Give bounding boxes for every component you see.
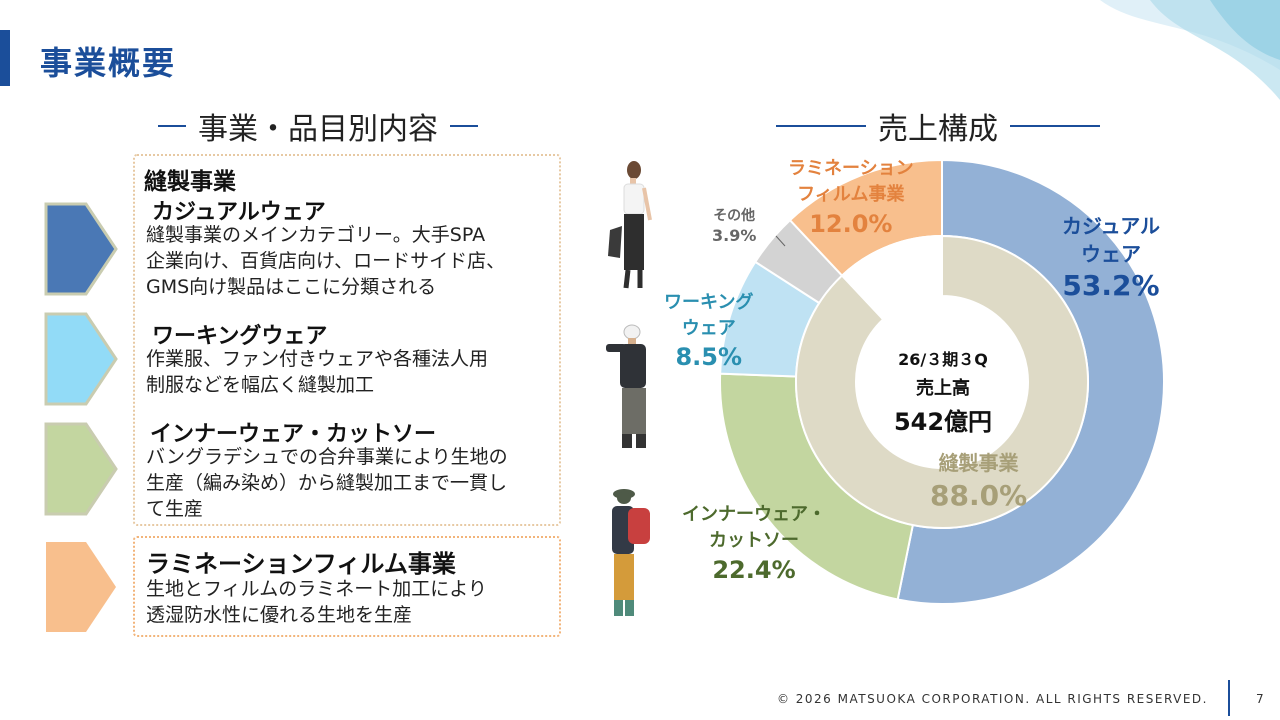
description-line: 企業向け、百貨店向け、ロードサイド店、 (146, 250, 506, 272)
series-label: ラミネーション フィルム事業 (788, 158, 914, 205)
series-value: 53.2% (1062, 269, 1160, 302)
period-label: 26/３期３Q (898, 350, 988, 369)
sales-label: 売上高 (916, 378, 970, 399)
series-label: その他 (713, 208, 756, 224)
sales-composition-donut-chart (719, 158, 1165, 605)
inner-slice-0 (795, 234, 1089, 529)
casual-wear-title: カジュアルウェア (152, 200, 326, 225)
casual-wear-description: 縫製事業のメインカテゴリー。大手SPA 企業向け、百貨店向け、ロードサイド店、 … (146, 222, 505, 300)
data-label-sewing: 縫製事業 88.0% (930, 448, 1027, 514)
description-line: 作業服、ファン付きウェアや各種法人用 (146, 348, 489, 370)
description-line: 生産（編み染め）から縫製加工まで一貫し (146, 472, 508, 494)
section-heading-business: 事業・品目別内容 (158, 104, 478, 148)
description-line: GMS向け製品はここに分類される (146, 276, 437, 298)
section-heading-sales: 売上構成 (776, 104, 1100, 148)
working-wear-person-illustration (606, 324, 646, 448)
innerwear-description: バングラデシュでの合弁事業により生地の 生産（編み染め）から縫製加工まで一貫し … (146, 444, 508, 522)
series-value: 3.9% (712, 226, 757, 245)
casual-wear-arrow-icon (44, 202, 118, 296)
description-line: バングラデシュでの合弁事業により生地の (146, 446, 508, 468)
description-line: 制服などを幅広く縫製加工 (146, 374, 375, 396)
series-label: ワーキング ウェア (664, 292, 754, 339)
footer-divider (1228, 680, 1230, 716)
series-value: 88.0% (930, 479, 1028, 512)
series-value: 12.0% (809, 210, 893, 238)
heading-rule (1010, 125, 1100, 127)
data-label-lamination: ラミネーション フィルム事業 12.0% (788, 156, 914, 240)
innerwear-title: インナーウェア・カットソー (150, 422, 437, 447)
data-label-innerwear: インナーウェア・ カットソー 22.4% (682, 502, 826, 586)
data-label-other: その他 3.9% (712, 206, 756, 246)
working-wear-arrow-icon (44, 312, 118, 406)
innerwear-arrow-icon (44, 422, 118, 516)
series-value: 22.4% (712, 556, 796, 584)
data-label-casual-wear: カジュアル ウェア 53.2% (1062, 212, 1160, 304)
lamination-description: 生地とフィルムのラミネート加工により 透湿防水性に優れる生地を生産 (146, 576, 487, 628)
leader-line-other (775, 235, 786, 247)
section-heading-text: 売上構成 (878, 112, 998, 147)
sewing-business-box (133, 154, 561, 526)
series-label: インナーウェア・ カットソー (682, 504, 826, 551)
heading-rule (776, 125, 866, 127)
decorative-wave-graphic (1100, 0, 1280, 100)
data-label-working-wear: ワーキング ウェア 8.5% (664, 290, 753, 372)
lamination-arrow-icon (46, 542, 116, 632)
series-value: 8.5% (675, 343, 743, 371)
working-wear-description: 作業服、ファン付きウェアや各種法人用 制服などを幅広く縫製加工 (146, 346, 488, 398)
section-heading-text: 事業・品目別内容 (198, 112, 438, 147)
working-wear-title: ワーキングウェア (152, 324, 328, 349)
description-line: 縫製事業のメインカテゴリー。大手SPA (146, 224, 486, 246)
page-number: 7 (1256, 692, 1264, 706)
description-line: 透湿防水性に優れる生地を生産 (146, 604, 413, 626)
heading-rule (158, 125, 186, 127)
sewing-business-title: 縫製事業 (144, 169, 236, 195)
series-label: 縫製事業 (938, 451, 1019, 475)
donut-center-summary: 26/３期３Q 売上高 542億円 (888, 346, 998, 437)
lamination-person-illustration (612, 489, 650, 616)
description-line: て生産 (146, 498, 204, 520)
copyright-footer: © 2026 MATSUOKA CORPORATION. ALL RIGHTS … (776, 692, 1208, 706)
inner-slice-1 (840, 234, 943, 321)
title-accent-bar (0, 30, 10, 86)
inner-ring (795, 234, 1089, 529)
casual-wear-person-illustration (608, 161, 652, 289)
lamination-business-box (133, 536, 561, 637)
heading-rule (450, 125, 478, 127)
description-line: 生地とフィルムのラミネート加工により (146, 578, 487, 600)
sales-total-value: 542億円 (893, 408, 993, 436)
series-label: カジュアル ウェア (1062, 214, 1160, 266)
page-title: 事業概要 (40, 44, 177, 82)
lamination-title: ラミネーションフィルム事業 (146, 550, 456, 578)
